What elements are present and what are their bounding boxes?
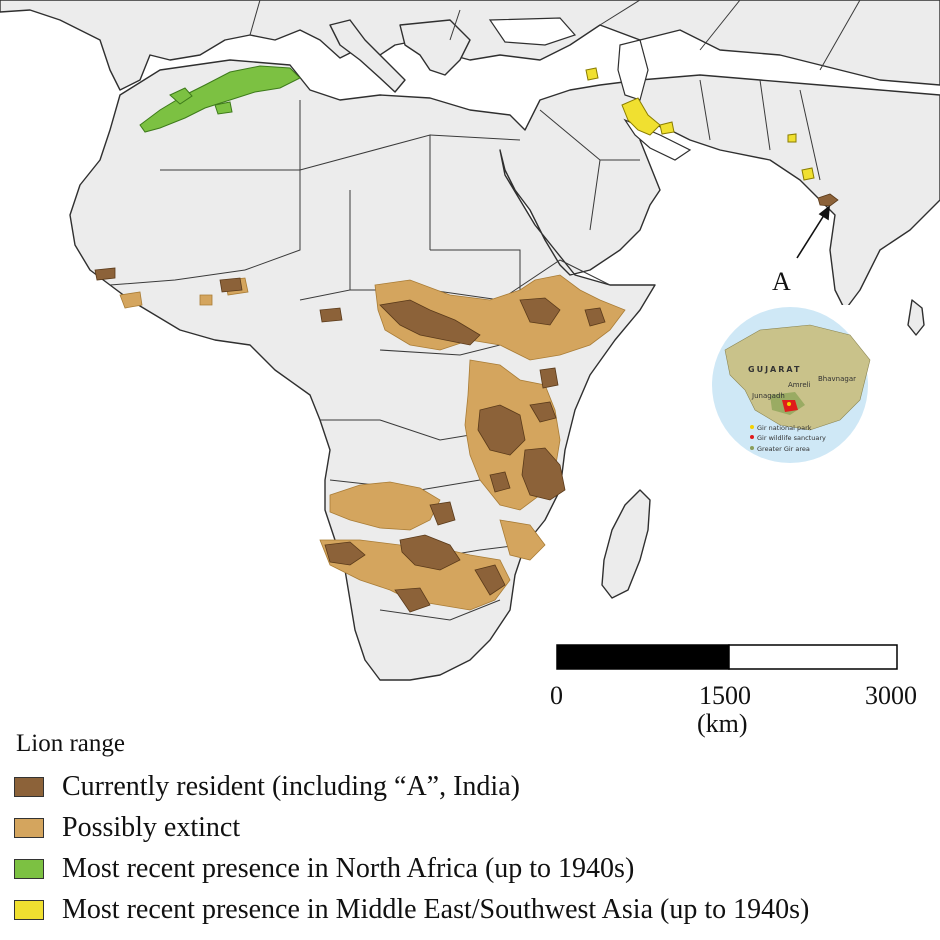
legend-title: Lion range — [16, 730, 125, 757]
inset-legend-sanctuary: Gir wildlife sanctuary — [757, 434, 826, 442]
legend-swatch-extinct — [14, 817, 44, 838]
legend-label: Most recent presence in Middle East/Sout… — [62, 893, 810, 925]
inset-place-junagadh: Junagadh — [751, 392, 785, 400]
range-map: A GUJARAT Amreli Bhavnagar Junagadh Gir … — [0, 0, 940, 681]
legend-label: Most recent presence in North Africa (up… — [62, 852, 635, 884]
gir-india-range — [817, 193, 839, 207]
scale-tick-1500: 1500 — [699, 681, 751, 710]
madagascar-landmass — [601, 489, 651, 599]
inset-place-bhavnagar: Bhavnagar — [818, 375, 856, 383]
legend-label: Possibly extinct — [62, 811, 241, 843]
inset-legend-park: Gir national park — [757, 424, 812, 432]
legend-swatch-resident — [14, 776, 44, 797]
legend-swatch-north-africa — [14, 858, 44, 879]
currently-resident-range — [94, 193, 839, 613]
legend-item-possibly-extinct: Possibly extinct — [14, 807, 934, 848]
scale-bar — [556, 644, 898, 670]
scale-tick-0: 0 — [550, 681, 563, 710]
sri-lanka-landmass — [907, 299, 925, 336]
legend-item-middle-east: Most recent presence in Middle East/Sout… — [14, 889, 934, 930]
scale-tick-3000: 3000 — [865, 681, 917, 710]
legend-item-currently-resident: Currently resident (including “A”, India… — [14, 766, 934, 807]
legend-swatch-middle-east — [14, 899, 44, 920]
italy-landmass — [329, 19, 406, 93]
map-label-a: A — [772, 267, 791, 296]
north-africa-range — [139, 65, 301, 133]
black-sea — [488, 17, 577, 46]
inset-legend-greater: Greater Gir area — [757, 445, 810, 453]
map-legend: Lion range Currently resident (including… — [14, 730, 934, 930]
caspian-sea — [617, 39, 649, 101]
gujarat-inset: GUJARAT Amreli Bhavnagar Junagadh Gir na… — [710, 305, 875, 463]
arrow-to-A — [796, 205, 830, 259]
legend-label: Currently resident (including “A”, India… — [62, 770, 520, 802]
scale-unit: (km) — [697, 709, 748, 738]
middle-east-range — [585, 67, 815, 181]
europe-landmass — [0, 0, 940, 91]
inset-place-amreli: Amreli — [788, 381, 811, 389]
legend-item-north-africa: Most recent presence in North Africa (up… — [14, 848, 934, 889]
inset-region-label: GUJARAT — [748, 365, 801, 374]
